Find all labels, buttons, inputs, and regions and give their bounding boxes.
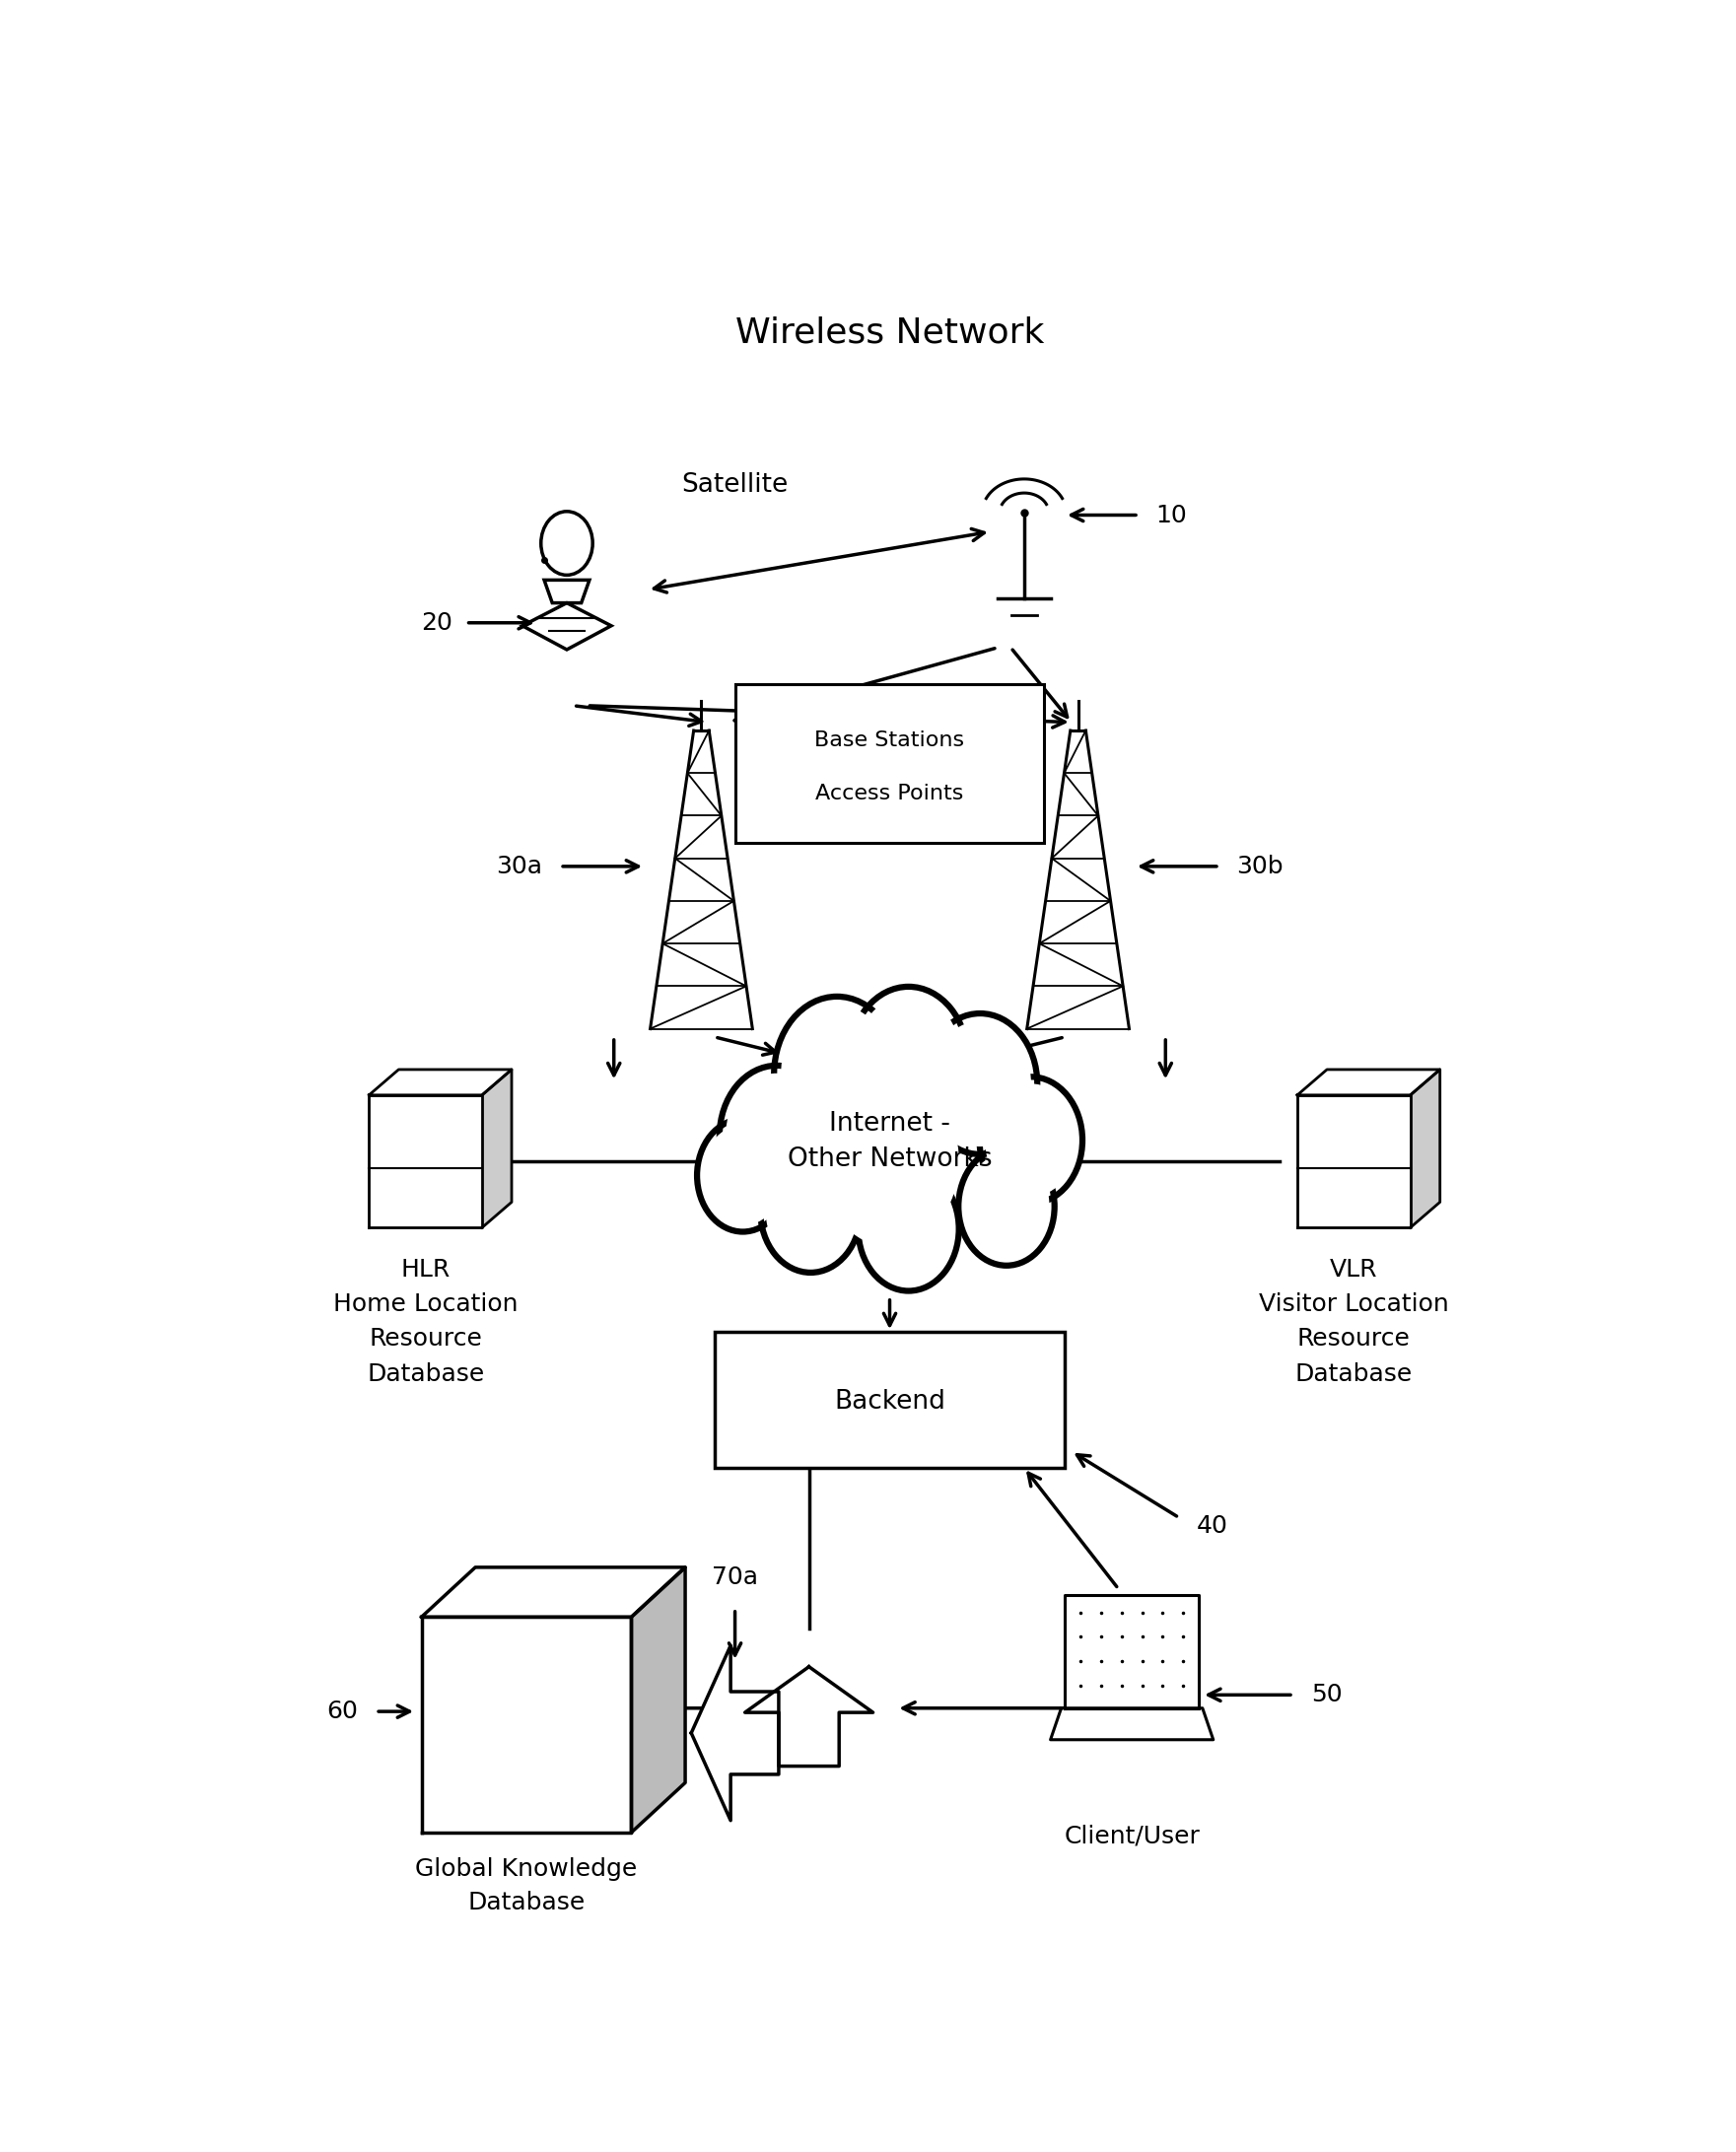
Polygon shape xyxy=(1050,1709,1213,1739)
Polygon shape xyxy=(422,1567,686,1616)
Text: Access Points: Access Points xyxy=(816,783,963,803)
Circle shape xyxy=(986,1085,1076,1197)
Text: HLR
Home Location
Resource
Database: HLR Home Location Resource Database xyxy=(333,1257,517,1386)
Text: Global Knowledge
Database: Global Knowledge Database xyxy=(415,1857,637,1913)
Polygon shape xyxy=(422,1616,632,1834)
Circle shape xyxy=(719,1065,833,1207)
Polygon shape xyxy=(691,1646,779,1821)
Polygon shape xyxy=(632,1567,686,1834)
Text: Client/User: Client/User xyxy=(1064,1825,1200,1849)
Circle shape xyxy=(979,1076,1083,1203)
Text: 40: 40 xyxy=(1196,1515,1227,1539)
Polygon shape xyxy=(483,1070,512,1227)
Circle shape xyxy=(703,1125,783,1224)
Text: Internet -
Other Networks: Internet - Other Networks xyxy=(788,1110,991,1173)
Text: 70a: 70a xyxy=(712,1565,759,1588)
Circle shape xyxy=(766,1156,854,1265)
Text: Base Stations: Base Stations xyxy=(814,730,965,751)
Polygon shape xyxy=(1064,1595,1200,1709)
Circle shape xyxy=(865,1175,953,1283)
Circle shape xyxy=(698,1119,788,1231)
FancyBboxPatch shape xyxy=(734,684,1045,844)
Circle shape xyxy=(963,1153,1049,1259)
Circle shape xyxy=(726,1074,826,1199)
Text: 70b: 70b xyxy=(590,1696,637,1719)
Polygon shape xyxy=(1297,1070,1439,1095)
Text: Backend: Backend xyxy=(833,1388,946,1414)
Circle shape xyxy=(930,1022,1031,1145)
Circle shape xyxy=(781,1005,892,1143)
FancyBboxPatch shape xyxy=(715,1332,1064,1468)
Text: VLR
Visitor Location
Resource
Database: VLR Visitor Location Resource Database xyxy=(1259,1257,1450,1386)
Polygon shape xyxy=(1297,1095,1410,1227)
Polygon shape xyxy=(370,1095,483,1227)
Text: 30a: 30a xyxy=(496,854,543,878)
Polygon shape xyxy=(1410,1070,1439,1227)
Circle shape xyxy=(958,1147,1054,1265)
Text: Satellite: Satellite xyxy=(681,473,788,497)
Circle shape xyxy=(858,1166,958,1291)
Text: 10: 10 xyxy=(1156,504,1187,527)
Circle shape xyxy=(856,996,960,1123)
Text: 20: 20 xyxy=(422,611,453,635)
Text: 50: 50 xyxy=(1311,1683,1342,1707)
Polygon shape xyxy=(370,1070,512,1095)
Text: 30b: 30b xyxy=(1236,854,1283,878)
Circle shape xyxy=(924,1014,1038,1153)
Circle shape xyxy=(849,986,969,1134)
Polygon shape xyxy=(745,1666,873,1767)
Circle shape xyxy=(774,996,899,1151)
Circle shape xyxy=(760,1149,861,1272)
Circle shape xyxy=(821,1076,958,1246)
Text: 60: 60 xyxy=(326,1700,358,1724)
Text: Wireless Network: Wireless Network xyxy=(736,316,1043,351)
